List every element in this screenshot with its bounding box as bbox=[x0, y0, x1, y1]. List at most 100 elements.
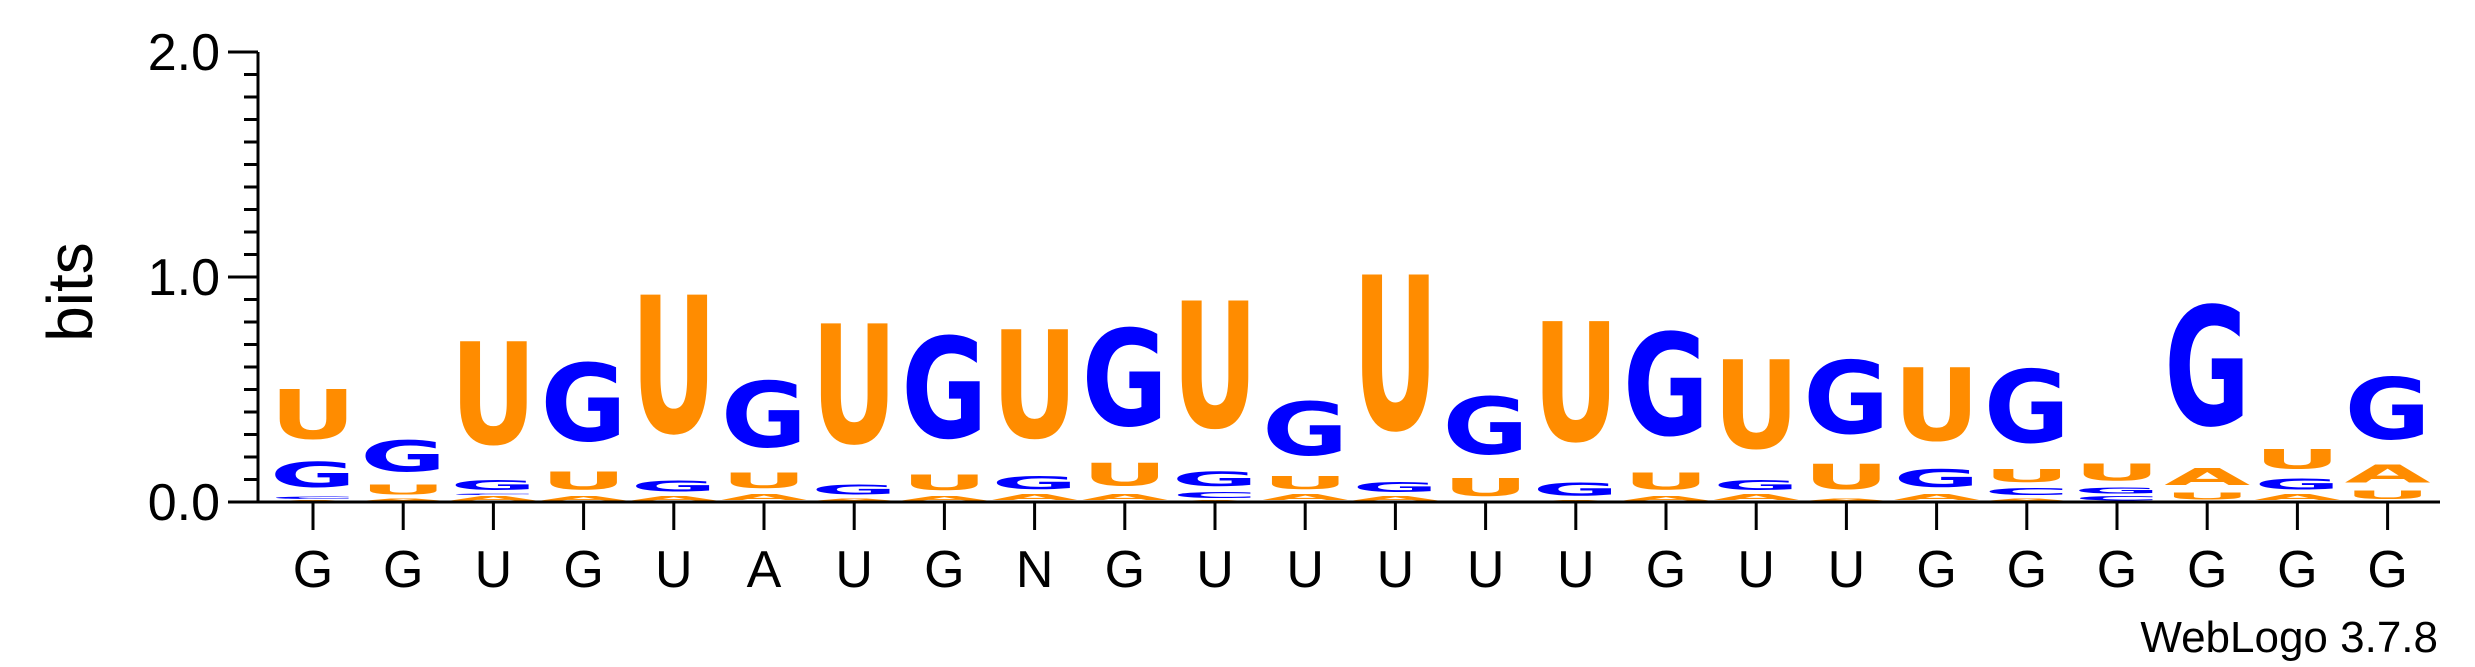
logo-letter: U bbox=[1894, 348, 1980, 465]
logo-letter: G bbox=[1894, 464, 1980, 493]
y-axis: 0.0 1.0 2.0 bbox=[148, 24, 260, 532]
logo-letter: A bbox=[1262, 493, 1348, 502]
logo-letter: A bbox=[811, 498, 897, 503]
position-stack: AUG bbox=[1803, 341, 1889, 502]
x-consensus-label: G bbox=[293, 541, 333, 599]
logo-letter: G bbox=[1623, 305, 1709, 468]
logo-letter: G bbox=[541, 342, 627, 466]
logo-letter: U bbox=[1172, 266, 1258, 467]
x-consensus-label: A bbox=[747, 541, 782, 599]
logo-letter: G bbox=[721, 363, 807, 468]
position-stack: AGU bbox=[1352, 234, 1438, 502]
logo-letter: U bbox=[811, 292, 897, 482]
logo-letter: G bbox=[1352, 480, 1438, 496]
position-stack: AGU bbox=[1894, 348, 1980, 502]
x-consensus-label: G bbox=[1916, 541, 1956, 599]
position-stack: AGU bbox=[992, 301, 1078, 502]
x-consensus-label: G bbox=[2187, 541, 2227, 599]
logo-letter: G bbox=[450, 477, 536, 493]
position-stack: AGU bbox=[811, 292, 897, 502]
logo-letter: U bbox=[1082, 458, 1168, 494]
logo-letter: G bbox=[1172, 468, 1258, 490]
logo-letter: U bbox=[1443, 473, 1529, 502]
position-stack: UAG bbox=[2164, 274, 2250, 502]
logo-letter: G bbox=[1262, 388, 1348, 473]
position-stack: AGU bbox=[2254, 444, 2340, 502]
logo-letter: C bbox=[2074, 495, 2160, 502]
x-consensus-label: U bbox=[1286, 541, 1324, 599]
x-consensus-label: G bbox=[2007, 541, 2047, 599]
y-tick-label: 0.0 bbox=[148, 474, 220, 532]
x-consensus-label: G bbox=[2367, 541, 2407, 599]
position-stack: AUG bbox=[541, 342, 627, 502]
logo-letter: A bbox=[1082, 493, 1168, 502]
x-consensus-label: U bbox=[1737, 541, 1775, 599]
logo-letter: U bbox=[450, 315, 536, 478]
logo-letter: C bbox=[450, 493, 536, 495]
x-consensus-label: U bbox=[1557, 541, 1595, 599]
logo-letter: U bbox=[1262, 473, 1348, 493]
logo-letter: U bbox=[1352, 234, 1438, 479]
position-stack: CGU bbox=[2074, 460, 2160, 502]
x-consensus-label: G bbox=[924, 541, 964, 599]
logo-letter: U bbox=[360, 482, 446, 498]
weblogo-version-label: WebLogo 3.7.8 bbox=[2140, 613, 2438, 662]
logo-letter: U bbox=[1533, 290, 1619, 480]
logo-letter: G bbox=[1803, 341, 1889, 457]
logo-letter: G bbox=[1443, 381, 1529, 473]
logo-letter: G bbox=[1984, 350, 2070, 466]
logo-letter: C bbox=[1172, 491, 1258, 500]
position-stack: AGU bbox=[1713, 335, 1799, 502]
position-stack: UAG bbox=[2345, 362, 2431, 502]
logo-letter: G bbox=[2254, 475, 2340, 493]
y-axis-label: bits bbox=[34, 242, 106, 342]
logo-letter: G bbox=[811, 482, 897, 498]
logo-letter: A bbox=[541, 495, 627, 502]
logo-letter: U bbox=[2164, 491, 2250, 502]
logo-letter: A bbox=[992, 493, 1078, 502]
logo-letter: U bbox=[541, 467, 627, 496]
logo-letter: G bbox=[1533, 479, 1619, 499]
position-stack: AUG bbox=[1082, 303, 1168, 502]
x-consensus-label: G bbox=[2097, 541, 2137, 599]
logo-letter: G bbox=[1713, 477, 1799, 493]
logo-letter: A bbox=[1803, 498, 1889, 503]
logo-letter: G bbox=[360, 432, 446, 481]
logo-letter: U bbox=[2074, 460, 2160, 487]
logo-letter: A bbox=[360, 498, 446, 503]
logo-letter: C bbox=[1984, 486, 2070, 497]
x-consensus-label: U bbox=[1377, 541, 1415, 599]
x-consensus-label: G bbox=[1646, 541, 1686, 599]
logo-stacks: ACGUAUGACGUAUGAGUAUGAGUAUGAGUAUGACGUAUGA… bbox=[270, 234, 2431, 502]
x-consensus-label: U bbox=[1467, 541, 1505, 599]
position-stack: AUG bbox=[1623, 305, 1709, 502]
logo-letter: G bbox=[992, 473, 1078, 493]
logo-letter: A bbox=[2254, 493, 2340, 502]
y-tick-label: 2.0 bbox=[148, 24, 220, 82]
x-consensus-label: G bbox=[2277, 541, 2317, 599]
logo-letter: A bbox=[1984, 498, 2070, 503]
y-tick-label: 1.0 bbox=[148, 249, 220, 307]
logo-letter: A bbox=[1894, 493, 1980, 502]
logo-letter: A bbox=[721, 493, 807, 502]
logo-letter: U bbox=[2254, 444, 2340, 475]
logo-letter: U bbox=[2345, 489, 2431, 502]
x-consensus-label: N bbox=[1016, 541, 1054, 599]
logo-letter: U bbox=[1713, 335, 1799, 477]
position-stack: AUG bbox=[901, 309, 987, 502]
logo-letter: U bbox=[1803, 457, 1889, 497]
logo-letter: G bbox=[2345, 362, 2431, 460]
logo-letter: G bbox=[1082, 303, 1168, 457]
logo-letter: A bbox=[450, 495, 536, 502]
position-stack: UG bbox=[1443, 381, 1529, 502]
logo-letter: U bbox=[901, 471, 987, 496]
position-stack: AGU bbox=[1533, 290, 1619, 502]
position-stack: AUG bbox=[1262, 388, 1348, 502]
logo-letter: A bbox=[631, 495, 717, 502]
x-consensus-label: G bbox=[1105, 541, 1145, 599]
